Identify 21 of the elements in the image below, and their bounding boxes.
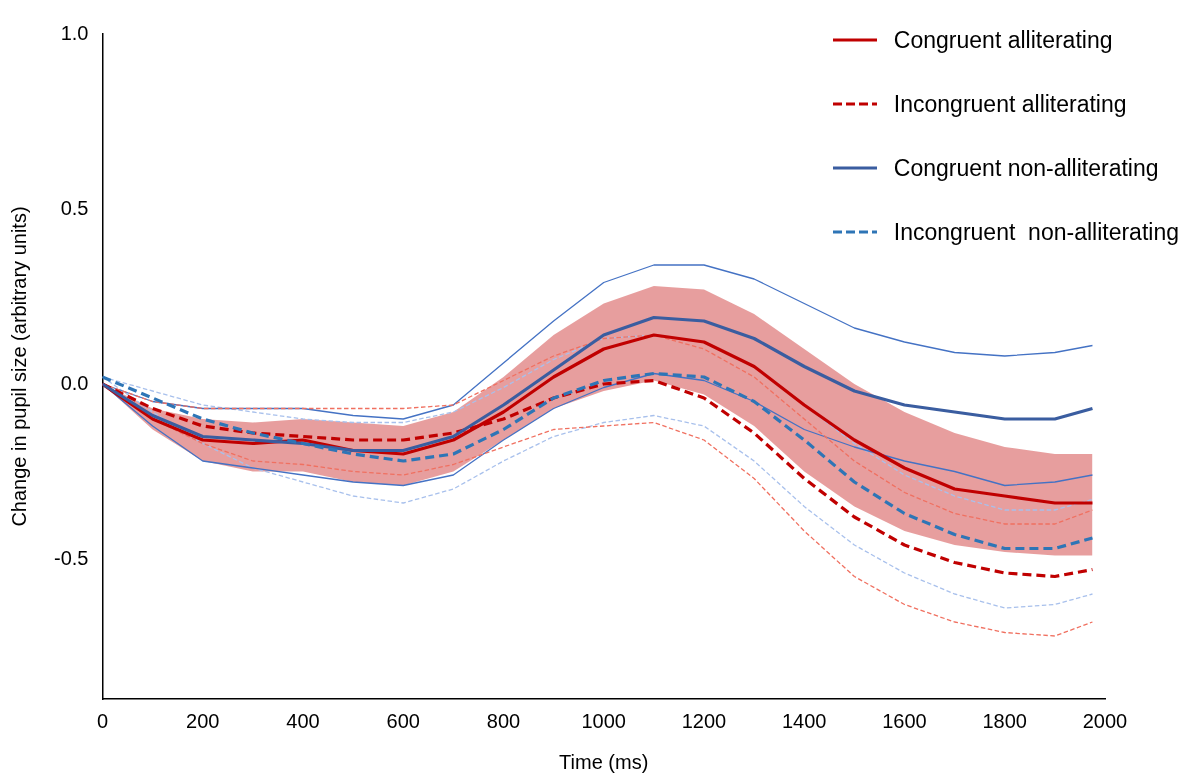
x-tick-label: 400 bbox=[286, 709, 320, 732]
x-tick-label: 0 bbox=[96, 709, 109, 732]
x-tick-label: 600 bbox=[386, 709, 420, 732]
x-axis-title: Time (ms) bbox=[559, 750, 649, 773]
y-tick-label: 1.0 bbox=[60, 21, 89, 44]
x-tick-label: 1000 bbox=[581, 709, 626, 732]
legend-label: Congruent non-alliterating bbox=[893, 154, 1159, 182]
x-tick-label: 1400 bbox=[781, 709, 827, 732]
y-axis-title: Change in pupil size (arbitrary units) bbox=[7, 206, 30, 527]
x-tick-label: 1600 bbox=[882, 709, 927, 732]
x-tick-label: 1800 bbox=[982, 709, 1027, 732]
y-tick-label: -0.5 bbox=[53, 546, 89, 569]
x-tick-label: 2000 bbox=[1082, 709, 1128, 732]
x-tick-label: 1200 bbox=[681, 709, 727, 732]
legend-label: Congruent alliterating bbox=[893, 26, 1113, 54]
x-tick-label: 200 bbox=[186, 709, 220, 732]
legend-label: Incongruent non-alliterating bbox=[893, 218, 1179, 246]
y-tick-label: 0.0 bbox=[60, 371, 89, 394]
legend-label: Incongruent alliterating bbox=[893, 90, 1127, 118]
x-tick-label: 800 bbox=[486, 709, 521, 732]
y-tick-label: 0.5 bbox=[60, 196, 89, 219]
